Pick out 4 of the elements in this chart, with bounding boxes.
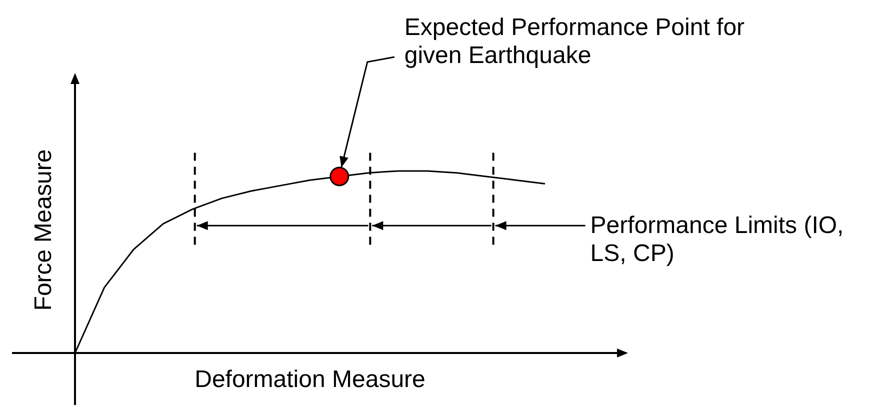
text: Performance Limits (IO, LS, CP) (590, 212, 845, 268)
x-axis-title: Deformation Measure (194, 366, 426, 394)
y-axis-title: Force Measure (30, 149, 58, 311)
text: Expected Performance Point for given Earthquake (404, 14, 746, 70)
